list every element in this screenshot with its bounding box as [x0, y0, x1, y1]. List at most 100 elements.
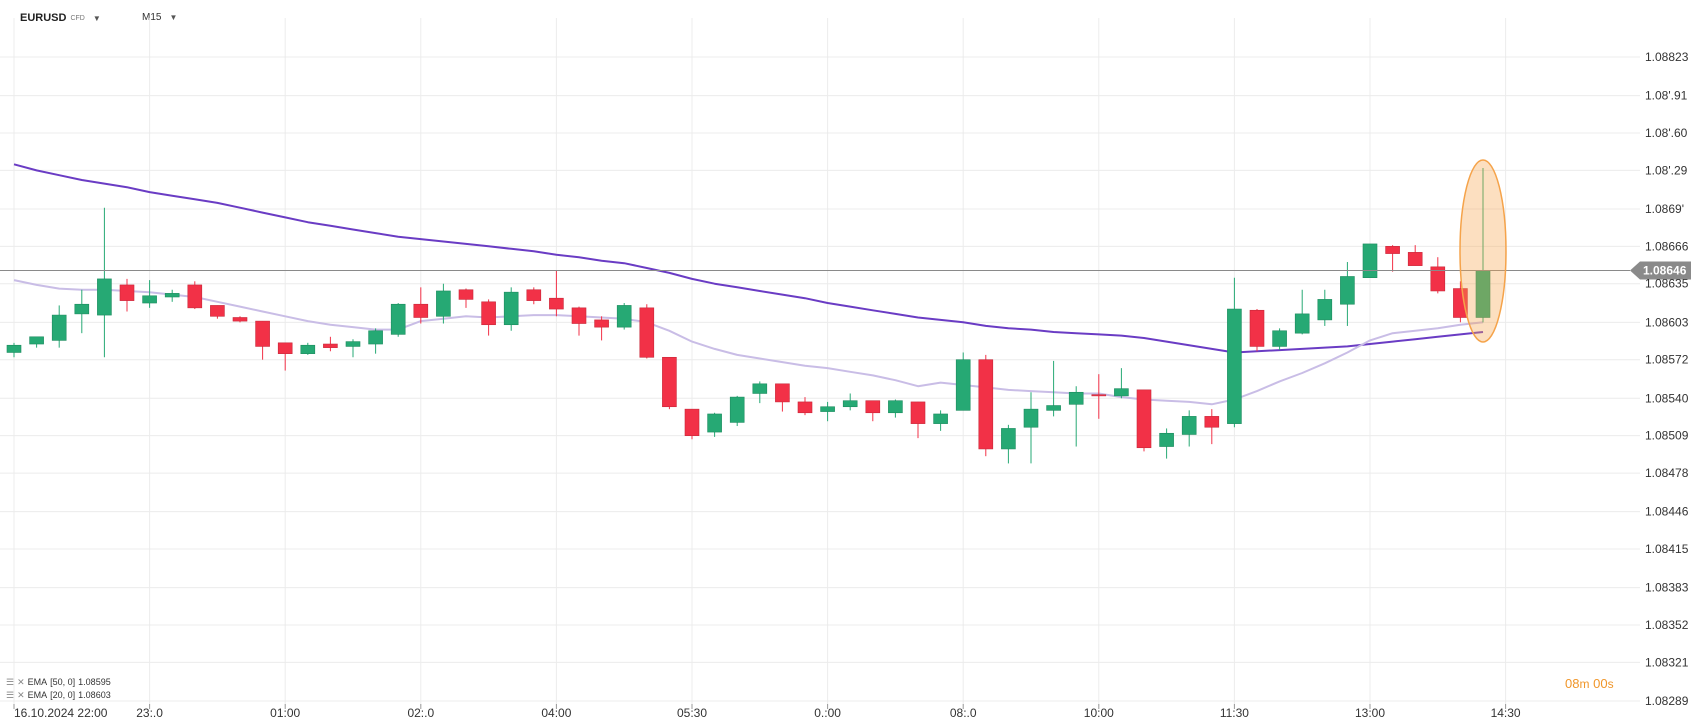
candle-up	[368, 328, 383, 354]
candle-body	[594, 319, 609, 328]
y-tick-label: 1.08509	[1645, 429, 1689, 443]
countdown-seconds: 00	[1593, 676, 1608, 691]
candle-body	[1227, 308, 1242, 424]
candle-body	[910, 401, 926, 424]
y-tick-label: 1.08572	[1645, 353, 1689, 367]
candle-body	[707, 413, 722, 433]
candle-body	[6, 344, 22, 353]
candle-body	[255, 320, 270, 347]
last-price-tag	[1630, 261, 1691, 280]
instrument-type-badge: CFD	[70, 14, 85, 22]
candle-body	[1091, 394, 1107, 397]
candle-up	[1001, 424, 1016, 464]
candle-body	[1181, 416, 1197, 435]
candle-body	[74, 303, 90, 315]
x-tick-label: 16.10.2024 22:00	[14, 706, 108, 720]
highlight-ellipse-shape	[1459, 159, 1507, 343]
candle-up	[1317, 289, 1333, 326]
candle-body	[368, 330, 383, 345]
candles	[6, 167, 1491, 464]
candle-body	[752, 383, 768, 394]
settings-icon[interactable]: ☰	[6, 690, 15, 700]
candle-up	[345, 339, 361, 358]
indicator-legend: ☰ ✕ EMA [50, 0] 1.08595 ☰ ✕ EMA [20, 0] …	[6, 676, 111, 702]
candle-body	[1453, 288, 1468, 318]
candle-down	[1249, 309, 1265, 352]
candle-body	[413, 303, 429, 318]
candle-down	[1407, 245, 1423, 266]
candle-body	[277, 342, 293, 354]
candle-down	[277, 342, 293, 371]
candle-down	[594, 316, 609, 341]
last-price-label: 1.08646	[1643, 263, 1687, 277]
candle-body	[865, 400, 881, 414]
x-tick-label: 08:.0	[950, 706, 977, 720]
candle-body	[97, 278, 112, 316]
candle-up	[51, 305, 67, 348]
y-tick-label: 1.08289	[1645, 694, 1689, 708]
candle-body	[1136, 389, 1152, 449]
interval-selector[interactable]: M15 ▼	[142, 12, 177, 23]
candle-body	[775, 383, 790, 403]
y-tick-label: 1.0869'	[1645, 202, 1684, 216]
candle-body	[187, 284, 203, 309]
close-icon[interactable]: ✕	[17, 677, 25, 687]
candle-up	[1475, 167, 1491, 323]
candle-body	[1385, 246, 1400, 254]
candle-body	[1001, 428, 1016, 450]
legend-ema50-value: 1.08595	[78, 677, 111, 687]
candle-body	[729, 396, 745, 423]
candle-down	[526, 287, 542, 305]
y-tick-label: 1.08823	[1645, 50, 1689, 64]
candle-body	[210, 305, 225, 317]
candle-up	[1362, 243, 1378, 278]
candle-down	[1385, 245, 1400, 272]
candle-up	[1340, 262, 1355, 326]
legend-ema50-label: EMA	[27, 677, 48, 687]
close-icon[interactable]: ✕	[17, 690, 25, 700]
candle-up	[820, 401, 835, 422]
candle-down	[1136, 389, 1152, 452]
candle-body	[503, 291, 519, 326]
countdown-minutes: 08	[1565, 676, 1580, 691]
candle-body	[1340, 276, 1355, 305]
candle-body	[933, 413, 948, 424]
candle-up	[142, 280, 157, 308]
candle-body	[1317, 299, 1333, 321]
x-tick-label: 10:00	[1084, 706, 1114, 720]
candle-up	[616, 303, 632, 330]
candle-body	[1114, 388, 1129, 397]
x-tick-label: 11:30	[1220, 706, 1249, 720]
x-tick-label: 05:30	[677, 706, 707, 720]
candle-body	[842, 400, 858, 408]
chart-toolbar: EURUSD CFD ▼ M15 ▼	[0, 0, 600, 36]
price-axis[interactable]: 1.08823 1.08'.91 1.08'.60 1.08'.29 1.0869' 1.…	[1645, 50, 1689, 708]
legend-ema50[interactable]: ☰ ✕ EMA [50, 0] 1.08595	[6, 676, 111, 689]
candle-down	[119, 278, 135, 312]
symbol-selector[interactable]: EURUSD CFD ▼	[20, 12, 101, 24]
candle-body	[978, 359, 994, 450]
interval-label: M15	[142, 12, 162, 23]
candle-up	[1068, 386, 1084, 447]
settings-icon[interactable]: ☰	[6, 677, 15, 687]
candle-down	[775, 383, 790, 412]
y-tick-label: 1.08'.60	[1645, 126, 1688, 140]
candle-down	[481, 299, 496, 336]
candle-body	[1249, 309, 1265, 347]
candle-body	[29, 336, 44, 345]
chart-grid	[0, 18, 1640, 706]
candle-down	[255, 320, 270, 360]
time-axis[interactable]: 16.10.2024 22:00 23:.0 01:00 02:.0 04:00 05:3…	[13, 704, 1521, 720]
candle-down	[187, 281, 203, 310]
candle-down	[1453, 281, 1468, 323]
y-tick-label: 1.08446	[1645, 505, 1689, 519]
candle-up	[842, 393, 858, 411]
candle-down	[458, 288, 474, 308]
legend-ema20[interactable]: ☰ ✕ EMA [20, 0] 1.08603	[6, 689, 111, 702]
countdown-m-label: m	[1579, 677, 1590, 691]
legend-ema20-params: [20, 0]	[50, 690, 76, 700]
candle-up	[752, 381, 768, 404]
candle-body	[300, 344, 316, 354]
legend-ema20-label: EMA	[27, 690, 48, 700]
